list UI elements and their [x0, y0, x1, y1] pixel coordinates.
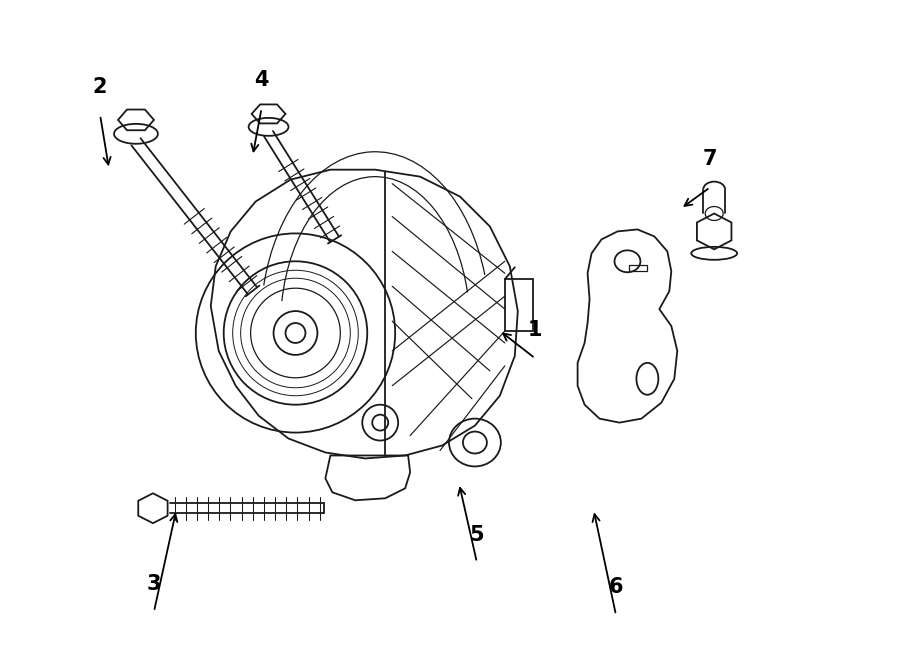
Text: 1: 1 [528, 321, 543, 340]
Text: 6: 6 [608, 577, 623, 597]
Text: 4: 4 [255, 70, 269, 91]
Text: 5: 5 [470, 525, 484, 545]
Text: 7: 7 [703, 149, 717, 169]
Text: 3: 3 [147, 574, 161, 594]
Text: 2: 2 [93, 77, 107, 97]
